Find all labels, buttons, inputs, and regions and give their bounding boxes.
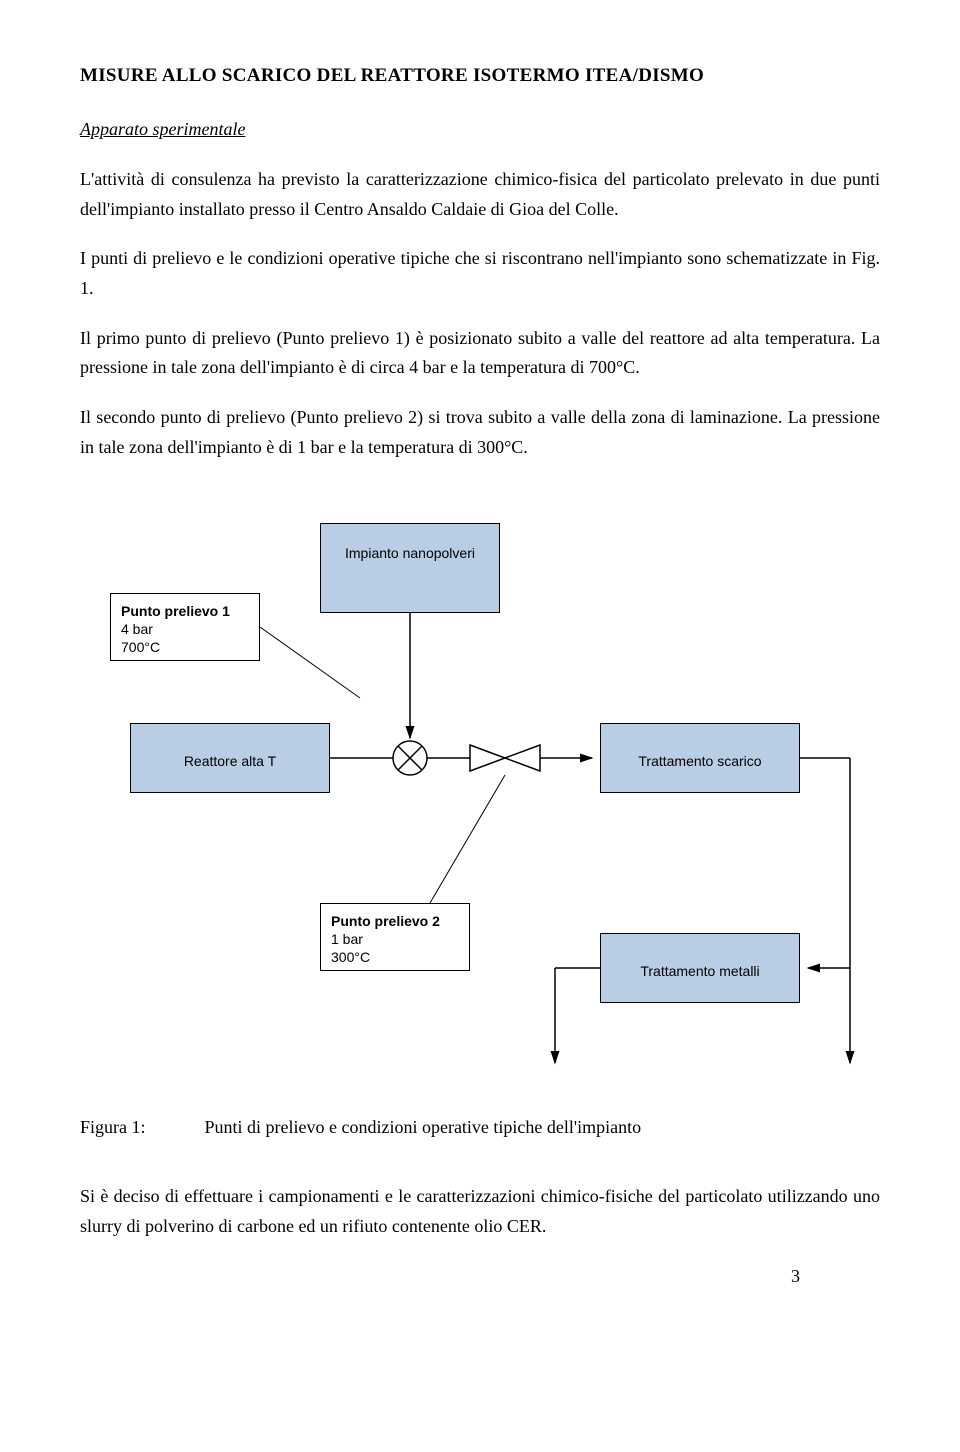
box-reattore: Reattore alta T: [130, 723, 330, 793]
box-punto-prelievo-2: Punto prelievo 2 1 bar 300°C: [320, 903, 470, 971]
nanopolveri-label: Impianto nanopolveri: [345, 545, 475, 561]
section-subtitle: Apparato sperimentale: [80, 115, 880, 145]
pp2-line1: 1 bar: [331, 930, 459, 948]
figure-label: Figura 1:: [80, 1113, 200, 1143]
box-metalli: Trattamento metalli: [600, 933, 800, 1003]
paragraph-3: Il primo punto di prelievo (Punto prelie…: [80, 324, 880, 383]
pp2-line2: 300°C: [331, 948, 459, 966]
scarico-label: Trattamento scarico: [638, 753, 761, 769]
pp1-line2: 700°C: [121, 638, 249, 656]
pp1-title: Punto prelievo 1: [121, 602, 249, 620]
metalli-label: Trattamento metalli: [640, 963, 759, 979]
page-title: MISURE ALLO SCARICO DEL REATTORE ISOTERM…: [80, 60, 880, 91]
paragraph-2: I punti di prelievo e le condizioni oper…: [80, 244, 880, 303]
figure-caption: Figura 1: Punti di prelievo e condizioni…: [80, 1113, 880, 1143]
pp1-line1: 4 bar: [121, 620, 249, 638]
flow-diagram: Punto prelievo 1 4 bar 700°C Impianto na…: [110, 523, 890, 1083]
pp2-title: Punto prelievo 2: [331, 912, 459, 930]
box-nanopolveri: Impianto nanopolveri: [320, 523, 500, 613]
paragraph-1: L'attività di consulenza ha previsto la …: [80, 165, 880, 224]
box-scarico: Trattamento scarico: [600, 723, 800, 793]
figure-text: Punti di prelievo e condizioni operative…: [205, 1117, 642, 1137]
paragraph-5: Si è deciso di effettuare i campionament…: [80, 1182, 880, 1241]
paragraph-4: Il secondo punto di prelievo (Punto prel…: [80, 403, 880, 462]
box-punto-prelievo-1: Punto prelievo 1 4 bar 700°C: [110, 593, 260, 661]
reattore-label: Reattore alta T: [184, 753, 276, 769]
page-number: 3: [791, 1262, 800, 1292]
